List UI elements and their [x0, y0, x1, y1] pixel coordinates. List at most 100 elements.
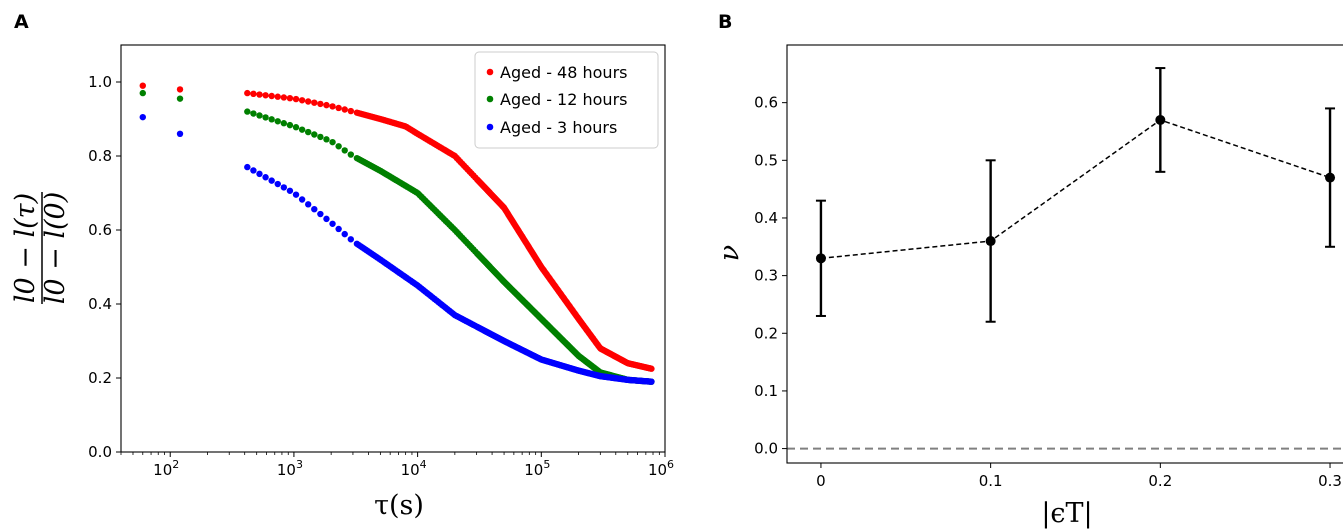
data-point — [286, 94, 294, 102]
data-point — [335, 143, 342, 150]
panel-a-points — [139, 82, 655, 385]
data-point — [250, 110, 257, 117]
x-tick-label: 104 — [401, 458, 427, 479]
legend-marker-48h — [486, 68, 494, 76]
x-tick-label: 106 — [648, 458, 674, 479]
data-point — [329, 103, 336, 110]
data-point — [317, 100, 324, 108]
data-point — [280, 120, 288, 127]
x-tick-label: 105 — [524, 458, 550, 479]
data-point — [244, 163, 251, 171]
data-point — [268, 177, 275, 184]
data-point — [341, 230, 348, 238]
data-point — [304, 98, 312, 105]
data-point — [292, 95, 300, 103]
data-point — [335, 104, 342, 112]
panel-a: A 0.0 0.2 0.4 0.6 0.8 1.0 102 103 104 105 106 l0 … — [10, 11, 674, 521]
panel-a-y-ticks: 0.0 0.2 0.4 0.6 0.8 1.0 — [88, 73, 121, 461]
panel-a-ylabel-denominator: l0 − l(0) — [40, 192, 71, 304]
x-tick-label: 103 — [277, 458, 303, 479]
panel-a-xlabel: τ(s) — [374, 490, 424, 521]
legend-label-48h: Aged - 48 hours — [500, 63, 627, 82]
panel-b-series-line — [820, 119, 1331, 260]
panel-b-y-ticks: 0.0 0.1 0.2 0.3 0.4 0.5 0.6 — [754, 94, 787, 458]
x-tick-label: 0 — [816, 472, 826, 490]
data-point — [250, 90, 257, 98]
data-point — [311, 205, 318, 213]
panel-a-frame — [120, 44, 666, 453]
legend-marker-12h — [486, 95, 494, 103]
panel-a-legend: Aged - 48 hours Aged - 12 hours Aged - 3… — [474, 51, 659, 149]
data-point — [286, 187, 294, 194]
data-point — [298, 196, 306, 203]
data-point — [317, 133, 324, 141]
panel-b-x-ticks: 0 0.1 0.2 0.3 — [816, 463, 1342, 490]
data-point — [176, 130, 184, 137]
data-point — [323, 136, 330, 143]
data-point — [1155, 114, 1166, 125]
y-tick-label: 0.6 — [754, 94, 778, 112]
data-point — [347, 236, 355, 243]
data-point — [329, 138, 336, 146]
y-tick-label: 0.2 — [88, 369, 112, 387]
y-tick-label: 0.4 — [754, 209, 778, 227]
data-point — [280, 184, 288, 191]
data-point — [256, 112, 263, 119]
data-point — [262, 114, 269, 121]
data-point — [292, 124, 300, 131]
data-point — [648, 378, 655, 385]
data-point — [317, 210, 324, 218]
panel-a-x-ticks: 102 103 104 105 106 — [120, 452, 674, 479]
data-point — [250, 167, 257, 174]
data-point — [274, 118, 281, 125]
panel-b-xlabel: |ϵT| — [1041, 498, 1092, 529]
x-tick-label: 0.3 — [1318, 472, 1342, 490]
data-point — [274, 180, 281, 188]
data-point — [815, 253, 826, 264]
data-point — [244, 108, 251, 115]
data-point — [1325, 172, 1336, 183]
panel-a-legend-box — [474, 51, 659, 149]
data-point — [329, 220, 336, 227]
y-tick-label: 0.0 — [88, 443, 112, 461]
x-tick-label: 102 — [153, 458, 179, 479]
data-point — [304, 201, 312, 208]
data-point — [304, 128, 312, 136]
data-point — [648, 365, 655, 372]
y-tick-label: 0.3 — [754, 267, 778, 285]
panel-b-frame — [786, 44, 1343, 464]
data-point — [176, 95, 184, 102]
data-point — [262, 174, 269, 181]
y-tick-label: 0.2 — [754, 324, 778, 342]
data-point — [286, 121, 294, 129]
data-point — [347, 107, 355, 115]
data-point — [298, 97, 306, 104]
panel-a-label: A — [14, 11, 29, 33]
data-point — [262, 92, 269, 99]
panel-b-label: B — [718, 11, 732, 33]
y-tick-label: 0.8 — [88, 147, 112, 165]
data-point — [335, 225, 342, 233]
data-point — [139, 113, 146, 121]
x-tick-label: 0.2 — [1148, 472, 1172, 490]
y-tick-label: 0.0 — [754, 440, 778, 458]
data-point — [139, 89, 146, 97]
legend-label-3h: Aged - 3 hours — [500, 118, 617, 137]
data-point — [256, 170, 263, 178]
data-point — [292, 191, 300, 198]
panel-a-ylabel-numerator: l0 − l(τ) — [10, 193, 41, 303]
panel-b-ylabel: ν — [714, 245, 745, 261]
panel-a-ylabel: l0 − l(τ) l0 − l(0) — [10, 192, 71, 304]
legend-label-12h: Aged - 12 hours — [500, 90, 627, 109]
y-tick-label: 0.6 — [88, 221, 112, 239]
data-point — [298, 126, 306, 133]
data-point — [347, 151, 355, 158]
data-point — [280, 94, 288, 101]
data-point — [176, 86, 184, 93]
data-point — [268, 92, 275, 100]
data-point — [341, 147, 348, 154]
y-tick-label: 1.0 — [88, 73, 112, 91]
data-point — [341, 106, 348, 113]
data-point — [139, 82, 146, 89]
y-tick-label: 0.1 — [754, 382, 778, 400]
